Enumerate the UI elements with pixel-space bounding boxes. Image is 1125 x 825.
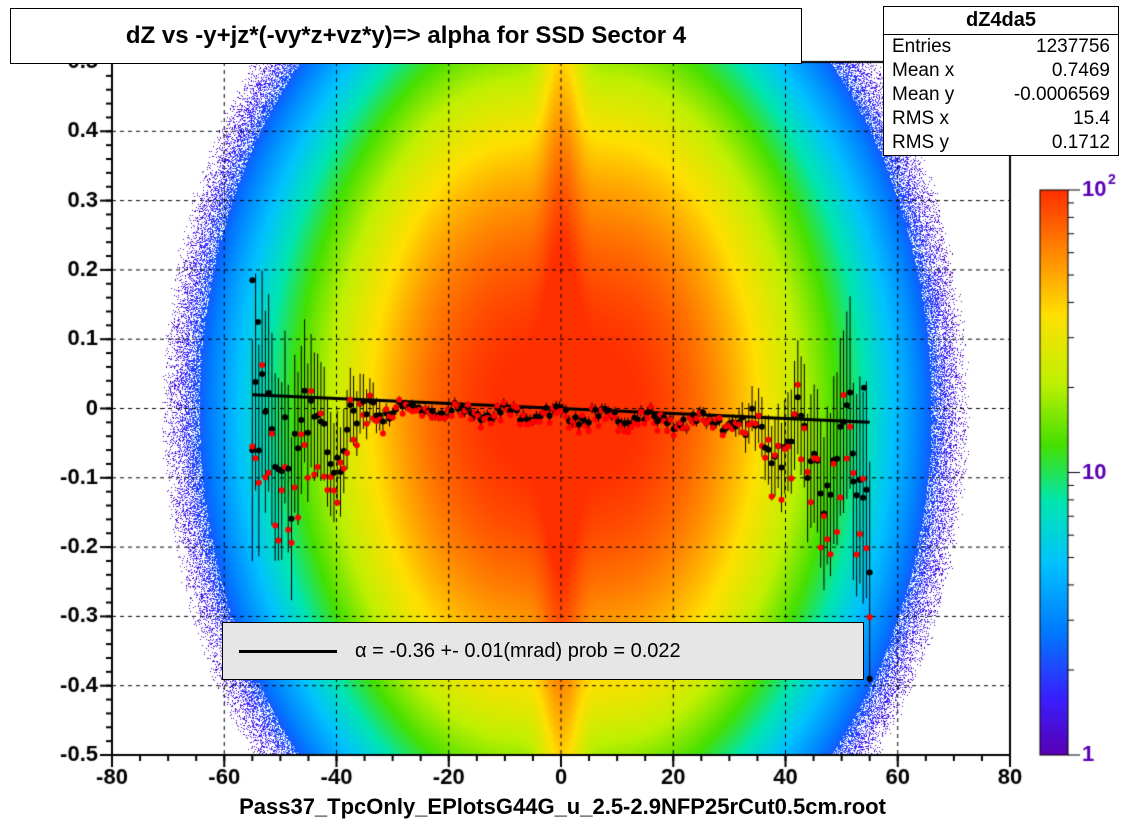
stats-entries: Entries 1237756 bbox=[884, 35, 1118, 59]
stats-entries-value: 1237756 bbox=[1036, 36, 1110, 58]
stats-rmsx-value: 15.4 bbox=[1073, 108, 1110, 130]
stats-meany: Mean y -0.0006569 bbox=[884, 83, 1118, 107]
stats-rmsx-label: RMS x bbox=[892, 108, 949, 130]
chart-container: dZ vs -y+jz*(-vy*z+vz*y)=> alpha for SSD… bbox=[0, 0, 1125, 825]
stats-entries-label: Entries bbox=[892, 36, 951, 58]
fit-text: α = -0.36 +- 0.01(mrad) prob = 0.022 bbox=[355, 640, 681, 663]
footer-label: Pass37_TpcOnly_EPlotsG44G_u_2.5-2.9NFP25… bbox=[0, 794, 1125, 820]
stats-meanx-label: Mean x bbox=[892, 60, 954, 82]
stats-meany-value: -0.0006569 bbox=[1014, 84, 1110, 106]
stats-name: dZ4da5 bbox=[884, 7, 1118, 35]
stats-meany-label: Mean y bbox=[892, 84, 954, 106]
stats-rmsy-label: RMS y bbox=[892, 132, 949, 154]
fit-legend: α = -0.36 +- 0.01(mrad) prob = 0.022 bbox=[222, 622, 864, 680]
stats-meanx-value: 0.7469 bbox=[1052, 60, 1110, 82]
stats-rmsy-value: 0.1712 bbox=[1052, 132, 1110, 154]
stats-meanx: Mean x 0.7469 bbox=[884, 59, 1118, 83]
plot-title: dZ vs -y+jz*(-vy*z+vz*y)=> alpha for SSD… bbox=[10, 8, 802, 64]
stats-box: dZ4da5 Entries 1237756 Mean x 0.7469 Mea… bbox=[883, 6, 1119, 156]
stats-rmsx: RMS x 15.4 bbox=[884, 107, 1118, 131]
stats-rmsy: RMS y 0.1712 bbox=[884, 131, 1118, 155]
fit-line-sample bbox=[239, 650, 337, 653]
